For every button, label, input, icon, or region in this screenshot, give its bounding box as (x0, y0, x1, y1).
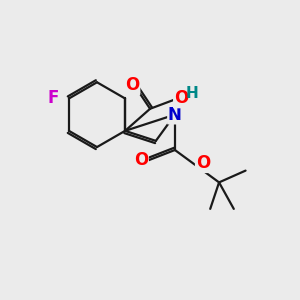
Text: O: O (196, 154, 210, 172)
Text: H: H (185, 86, 198, 101)
Text: F: F (47, 89, 58, 107)
Text: O: O (134, 151, 148, 169)
Text: O: O (174, 89, 188, 107)
Text: N: N (168, 106, 182, 124)
Text: O: O (125, 76, 140, 94)
